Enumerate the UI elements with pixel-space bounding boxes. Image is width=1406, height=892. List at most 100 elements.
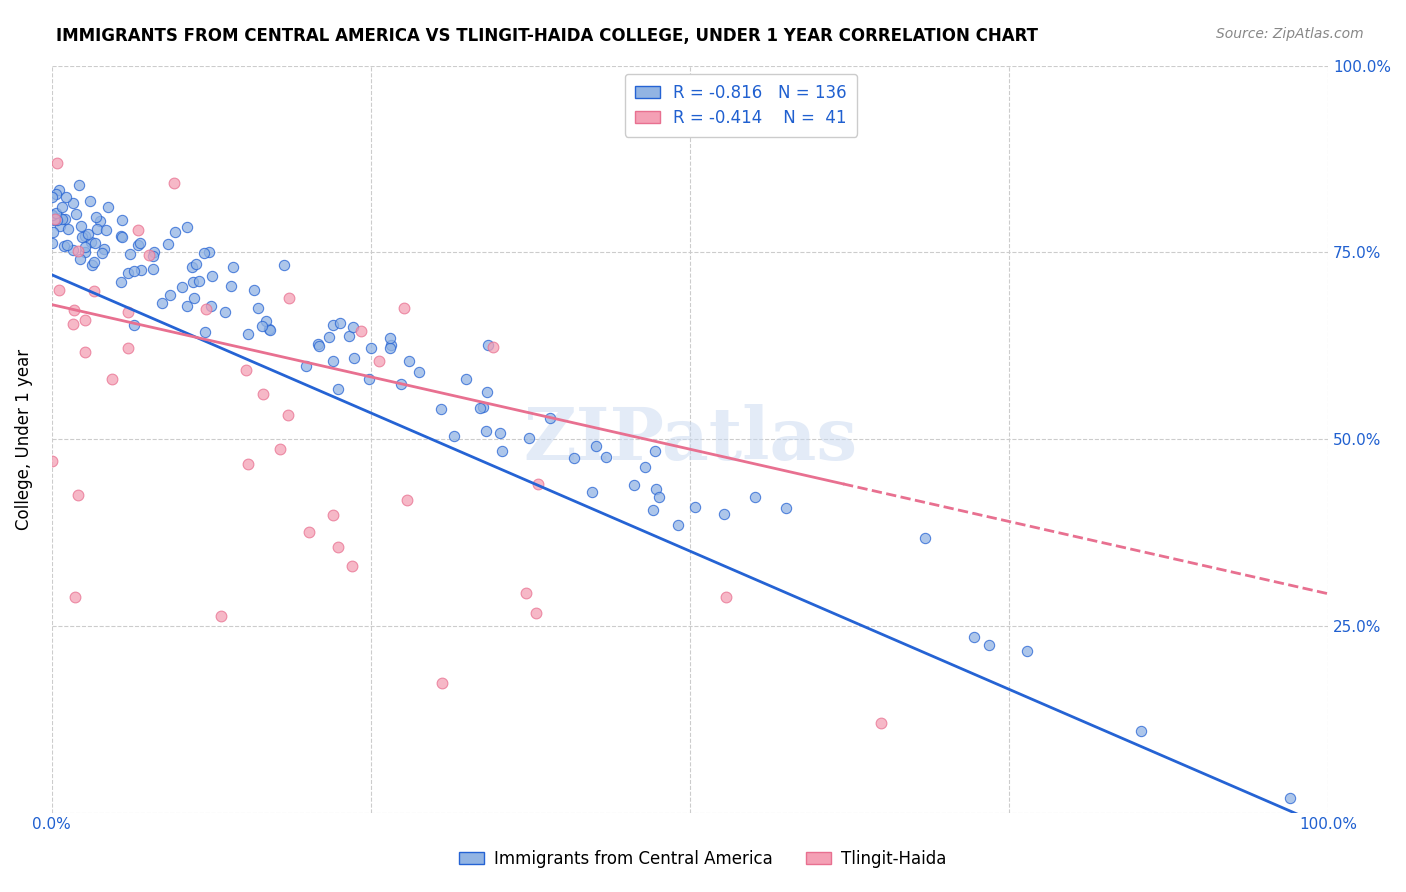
Point (49, 211, 72, 226)
Point (378, 331, 401, 345)
Point (65, 207, 87, 221)
Point (75, 313, 97, 327)
Point (117, 305, 139, 319)
Point (45, 206, 67, 220)
Point (666, 517, 689, 532)
Point (180, 260, 202, 274)
Point (326, 540, 349, 554)
Point (222, 260, 245, 275)
Point (524, 606, 547, 620)
Point (744, 490, 766, 504)
Point (69, 219, 91, 233)
Point (42, 213, 65, 227)
Point (977, 638, 1000, 652)
Point (42, 225, 65, 239)
Point (45, 186, 67, 201)
Point (259, 322, 281, 336)
Point (585, 439, 607, 453)
Point (91, 245, 114, 260)
Point (259, 323, 281, 337)
Point (527, 477, 550, 491)
Point (53, 212, 76, 227)
Point (51, 211, 73, 226)
Point (46, 212, 69, 227)
Point (96, 223, 118, 237)
Point (273, 258, 295, 272)
Point (342, 558, 364, 573)
Point (641, 503, 664, 517)
Point (117, 341, 139, 355)
Point (93, 243, 115, 257)
Point (243, 283, 266, 297)
Point (83, 254, 105, 268)
Point (97, 200, 120, 214)
Point (247, 301, 270, 315)
Point (138, 248, 160, 262)
Point (454, 372, 477, 386)
Point (83, 284, 105, 298)
Point (80, 258, 103, 272)
Point (110, 229, 132, 244)
Point (252, 386, 274, 401)
Point (278, 291, 301, 305)
Point (337, 329, 360, 343)
Point (775, 500, 797, 515)
Point (219, 278, 242, 293)
Point (65, 591, 87, 605)
Point (73, 344, 96, 359)
Point (44, 212, 66, 227)
Point (176, 219, 198, 234)
Point (194, 301, 217, 316)
Point (515, 586, 537, 600)
Point (197, 244, 219, 259)
Point (519, 431, 541, 445)
Point (193, 246, 215, 260)
Point (644, 444, 666, 458)
Point (408, 366, 430, 380)
Point (41, 236, 63, 251)
Point (62, 243, 84, 257)
Point (308, 339, 330, 353)
Point (163, 176, 186, 190)
Point (269, 442, 291, 457)
Point (142, 262, 165, 277)
Point (398, 354, 420, 368)
Point (63, 303, 86, 318)
Point (396, 492, 419, 507)
Point (538, 411, 561, 425)
Point (127, 237, 149, 252)
Point (392, 301, 415, 315)
Point (474, 424, 496, 438)
Point (101, 372, 124, 386)
Point (41, 453, 63, 467)
Point (714, 590, 737, 604)
Point (89, 214, 111, 228)
Point (236, 327, 259, 342)
Point (118, 246, 141, 260)
Point (56, 222, 79, 236)
Point (430, 675, 453, 690)
Point (41, 208, 63, 222)
Point (870, 715, 893, 730)
Point (322, 508, 344, 523)
Point (163, 225, 186, 239)
Point (183, 291, 205, 305)
Point (122, 318, 145, 332)
Point (472, 401, 495, 415)
Point (67, 178, 90, 193)
Point (250, 318, 273, 333)
Point (73, 228, 96, 243)
Point (214, 304, 236, 318)
Point (55, 190, 77, 204)
Point (443, 428, 465, 442)
Point (477, 338, 499, 352)
Point (86, 222, 108, 236)
Point (80, 235, 103, 249)
Point (77, 227, 100, 242)
Point (201, 269, 224, 284)
Point (634, 460, 657, 475)
Point (322, 318, 344, 333)
Point (342, 320, 364, 334)
Y-axis label: College, Under 1 year: College, Under 1 year (15, 349, 32, 530)
Point (683, 500, 706, 514)
